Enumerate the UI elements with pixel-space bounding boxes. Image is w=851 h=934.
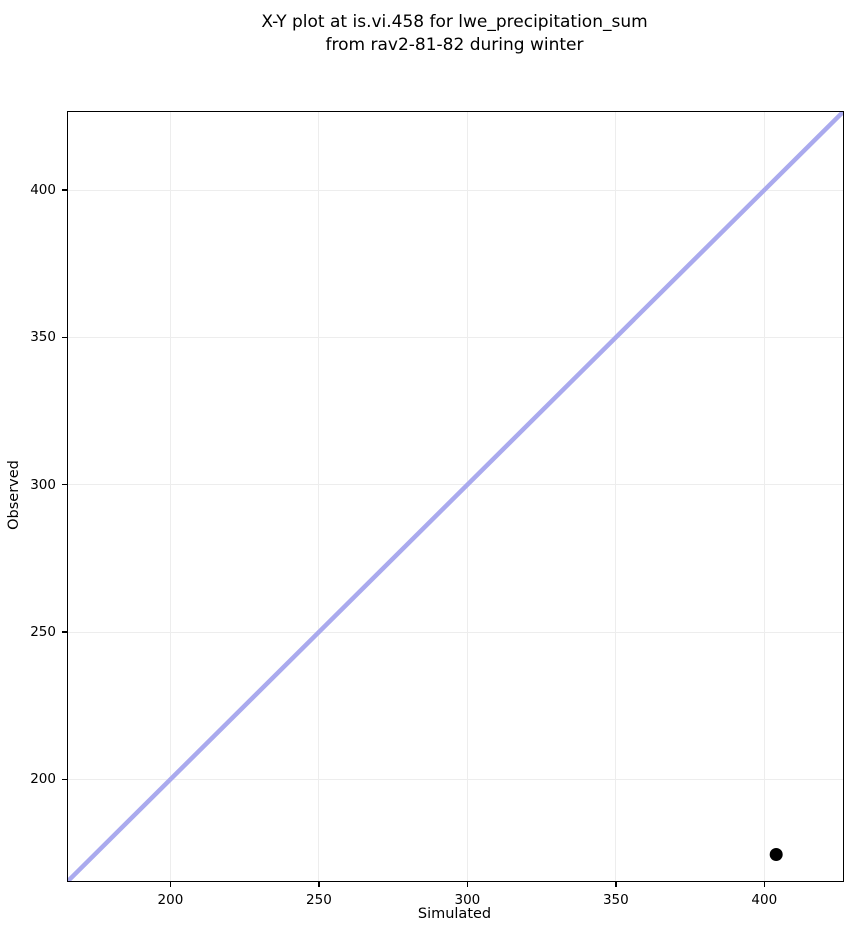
x-tick-mark (318, 882, 320, 887)
y-tick-mark (61, 189, 67, 191)
x-gridline (169, 112, 171, 881)
y-tick-mark (61, 631, 67, 633)
observation-point (769, 847, 783, 861)
x-tick-mark (169, 882, 172, 887)
y-tick-label: 350 (30, 329, 56, 346)
x-tick-label: 350 (602, 892, 629, 908)
x-gridline (615, 112, 617, 881)
y-gridline (68, 631, 843, 633)
y-gridline (68, 484, 843, 486)
y-tick-mark (61, 778, 67, 781)
x-tick-label: 200 (157, 892, 184, 908)
x-gridline (466, 112, 468, 881)
x-gridline (763, 112, 765, 881)
chart-title-line2: from rav2-81-82 during winter (325, 34, 584, 55)
y-axis-label: Observed (6, 460, 22, 530)
x-tick-label: 250 (306, 892, 332, 908)
x-axis-label: Simulated (417, 906, 492, 922)
y-tick-mark (61, 483, 67, 486)
plot-canvas (68, 112, 843, 881)
x-tick-mark (466, 882, 469, 887)
plot-inner: 200 250 300 350 400 200 250 300 350 400 (30, 112, 843, 908)
y-gridline (68, 778, 843, 780)
x-gridline (318, 112, 320, 881)
x-tick-mark (763, 882, 766, 887)
chart-title-line1: X-Y plot at is.vi.458 for lwe_precipitat… (261, 12, 648, 32)
identity-line (68, 112, 843, 881)
y-tick-label: 200 (30, 771, 56, 788)
y-tick-label: 250 (30, 624, 56, 641)
x-tick-label: 400 (751, 892, 778, 908)
y-tick-mark (61, 336, 67, 339)
y-tick-label: 400 (30, 182, 56, 199)
x-tick-mark (615, 882, 617, 887)
x-tick-label: 300 (454, 892, 481, 908)
plot-area: 200 250 300 350 400 200 250 300 350 400 (30, 111, 844, 908)
y-gridline (68, 336, 843, 338)
y-tick-label: 300 (30, 476, 56, 493)
y-gridline (68, 189, 843, 191)
chart-title: X-Y plot at is.vi.458 for lwe_precipitat… (67, 11, 842, 56)
